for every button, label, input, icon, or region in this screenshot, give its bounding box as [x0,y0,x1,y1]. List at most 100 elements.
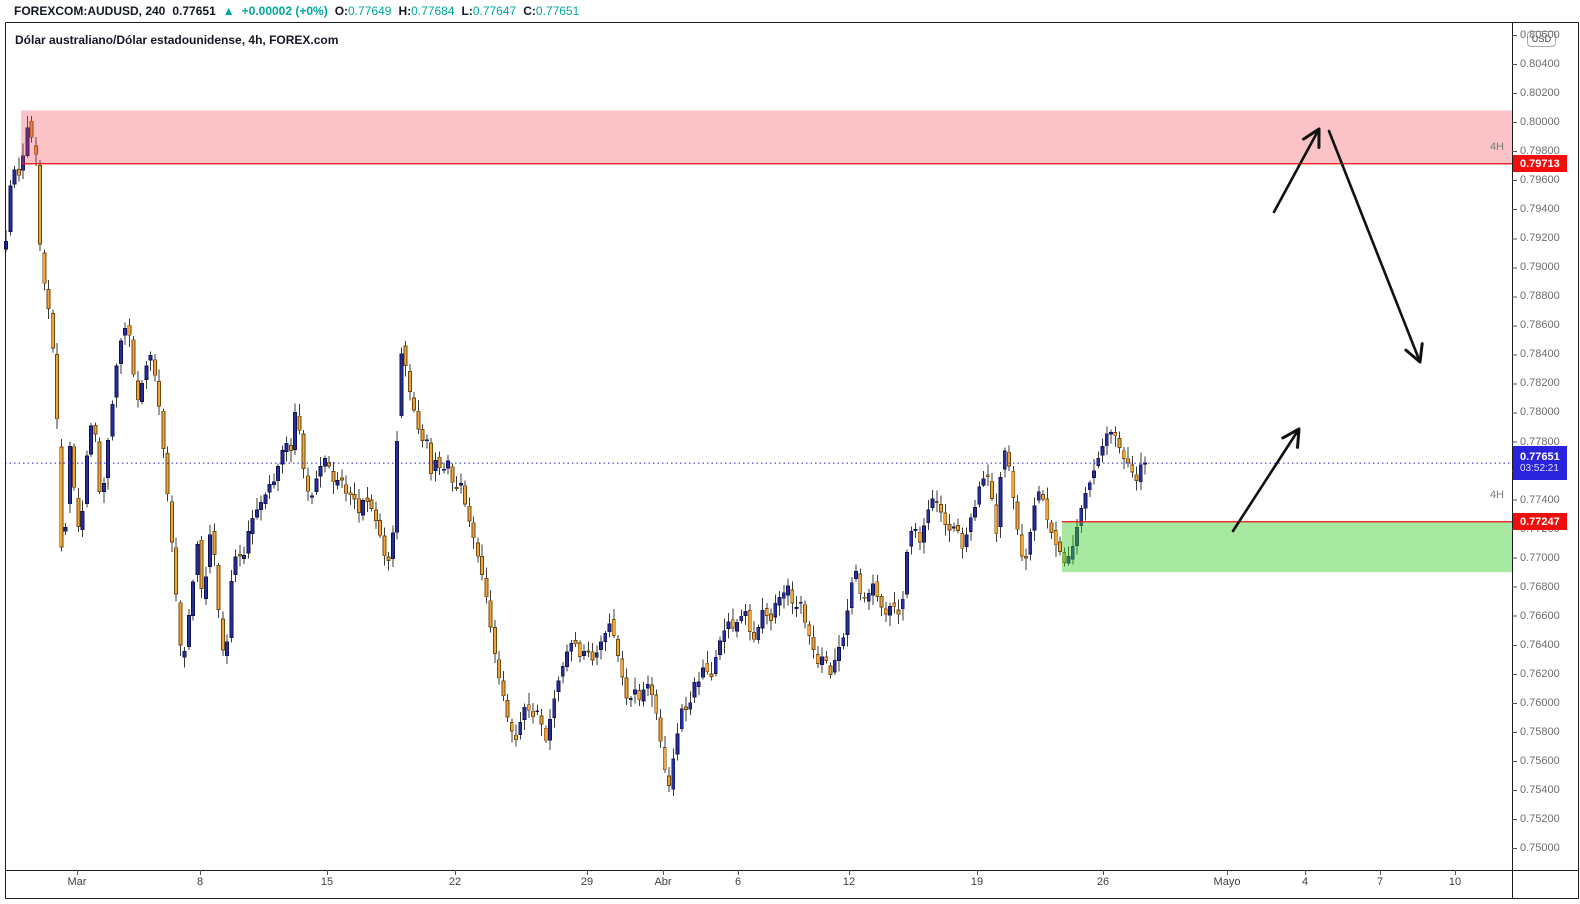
projection-arrow-3[interactable] [1231,427,1301,533]
current-price-value: 0.77651 [1520,451,1560,464]
price-tick-label: 0.79800 [1520,145,1560,158]
down-candle [862,596,867,599]
ohlc-open: O:0.77649 [335,4,392,18]
up-candle [395,440,400,533]
up-candle [675,733,680,755]
up-candle [1109,432,1113,435]
down-candle [437,456,442,469]
up-candle [671,758,676,790]
down-candle [764,607,769,616]
down-candle [509,722,514,732]
down-candle [467,505,472,522]
price-tick-label: 0.77000 [1520,551,1560,564]
down-candle [1019,534,1024,557]
up-candle [203,576,208,599]
up-candle [679,708,684,730]
up-candle [854,570,858,580]
up-candle [140,383,145,403]
down-candle [484,578,489,598]
down-candle [220,618,225,651]
price-tick-label: 0.80400 [1520,58,1560,71]
price-tick-label: 0.80000 [1520,116,1560,129]
price-tick-label: 0.76600 [1520,609,1560,622]
up-candle [645,683,650,689]
up-candle [80,511,85,531]
up-candle [845,610,850,635]
up-candle [556,680,561,692]
up-candle [518,722,523,735]
price-tick-label: 0.78600 [1520,319,1560,332]
time-tick-label: 8 [196,876,204,888]
up-candle [726,621,731,629]
down-candle [531,710,535,718]
down-candle [514,734,518,741]
down-candle [939,504,943,513]
up-candle [713,656,718,674]
down-candle [994,504,999,535]
up-candle [599,641,603,650]
supply-zone[interactable] [21,110,1512,164]
resistance-price-label: 0.79713 [1513,155,1567,173]
down-candle [42,252,47,284]
open-label: O: [334,4,349,18]
currency-toggle-button[interactable]: USD [1527,31,1556,47]
up-candle [913,529,918,532]
down-candle [667,775,671,786]
up-candle [798,601,803,604]
price-tick-label: 0.76000 [1520,696,1560,709]
up-candle [335,480,340,486]
down-candle [344,484,349,494]
down-candle [650,684,654,696]
symbol-name[interactable]: FOREXCOM:AUDUSD, 240 [14,4,166,18]
down-candle [586,650,591,653]
down-candle [1113,432,1118,437]
current-price-label: 0.77651 03:52:21 [1513,446,1567,481]
down-candle [943,512,948,526]
up-candle [118,340,123,365]
time-tick-label: 26 [1096,876,1110,888]
chart-frame [5,22,1579,899]
up-candle [186,615,191,647]
up-candle [981,478,986,486]
down-candle [790,589,795,604]
up-candle [633,689,637,695]
up-candle [1066,556,1071,564]
up-candle [739,615,744,622]
up-candle [208,534,213,567]
down-candle [1130,464,1135,473]
down-candle [93,425,98,435]
up-candle [293,411,298,450]
down-candle [38,165,42,245]
down-candle [488,600,493,628]
up-candle [888,606,892,616]
up-candle [607,623,612,633]
up-candle [552,698,557,718]
up-candle [909,531,914,547]
up-candle [701,667,705,678]
down-candle [378,520,383,536]
up-candle [569,643,574,652]
up-candle [318,466,323,477]
down-candle [403,345,408,366]
down-candle [297,415,302,431]
up-candle [12,169,17,185]
demand-zone[interactable] [1062,521,1512,573]
down-candle [709,673,714,677]
ohlc-close: C:0.77651 [523,4,579,18]
down-candle [1024,556,1028,559]
price-tick-label: 0.79200 [1520,232,1560,245]
up-candle [522,706,527,720]
down-candle [752,632,756,640]
up-candle [4,241,8,250]
projection-arrow-1[interactable] [1272,127,1321,214]
up-candle [225,641,230,657]
down-candle [165,453,170,495]
up-candle [535,710,540,713]
time-axis[interactable]: Mar 8 15 22 29 Abr 6 12 19 26 Mayo 4 7 10 [0,870,1580,898]
down-candle [985,474,990,477]
up-candle [250,518,255,534]
projection-arrow-2[interactable] [1327,129,1424,364]
up-candle [951,526,956,529]
down-candle [420,429,425,441]
